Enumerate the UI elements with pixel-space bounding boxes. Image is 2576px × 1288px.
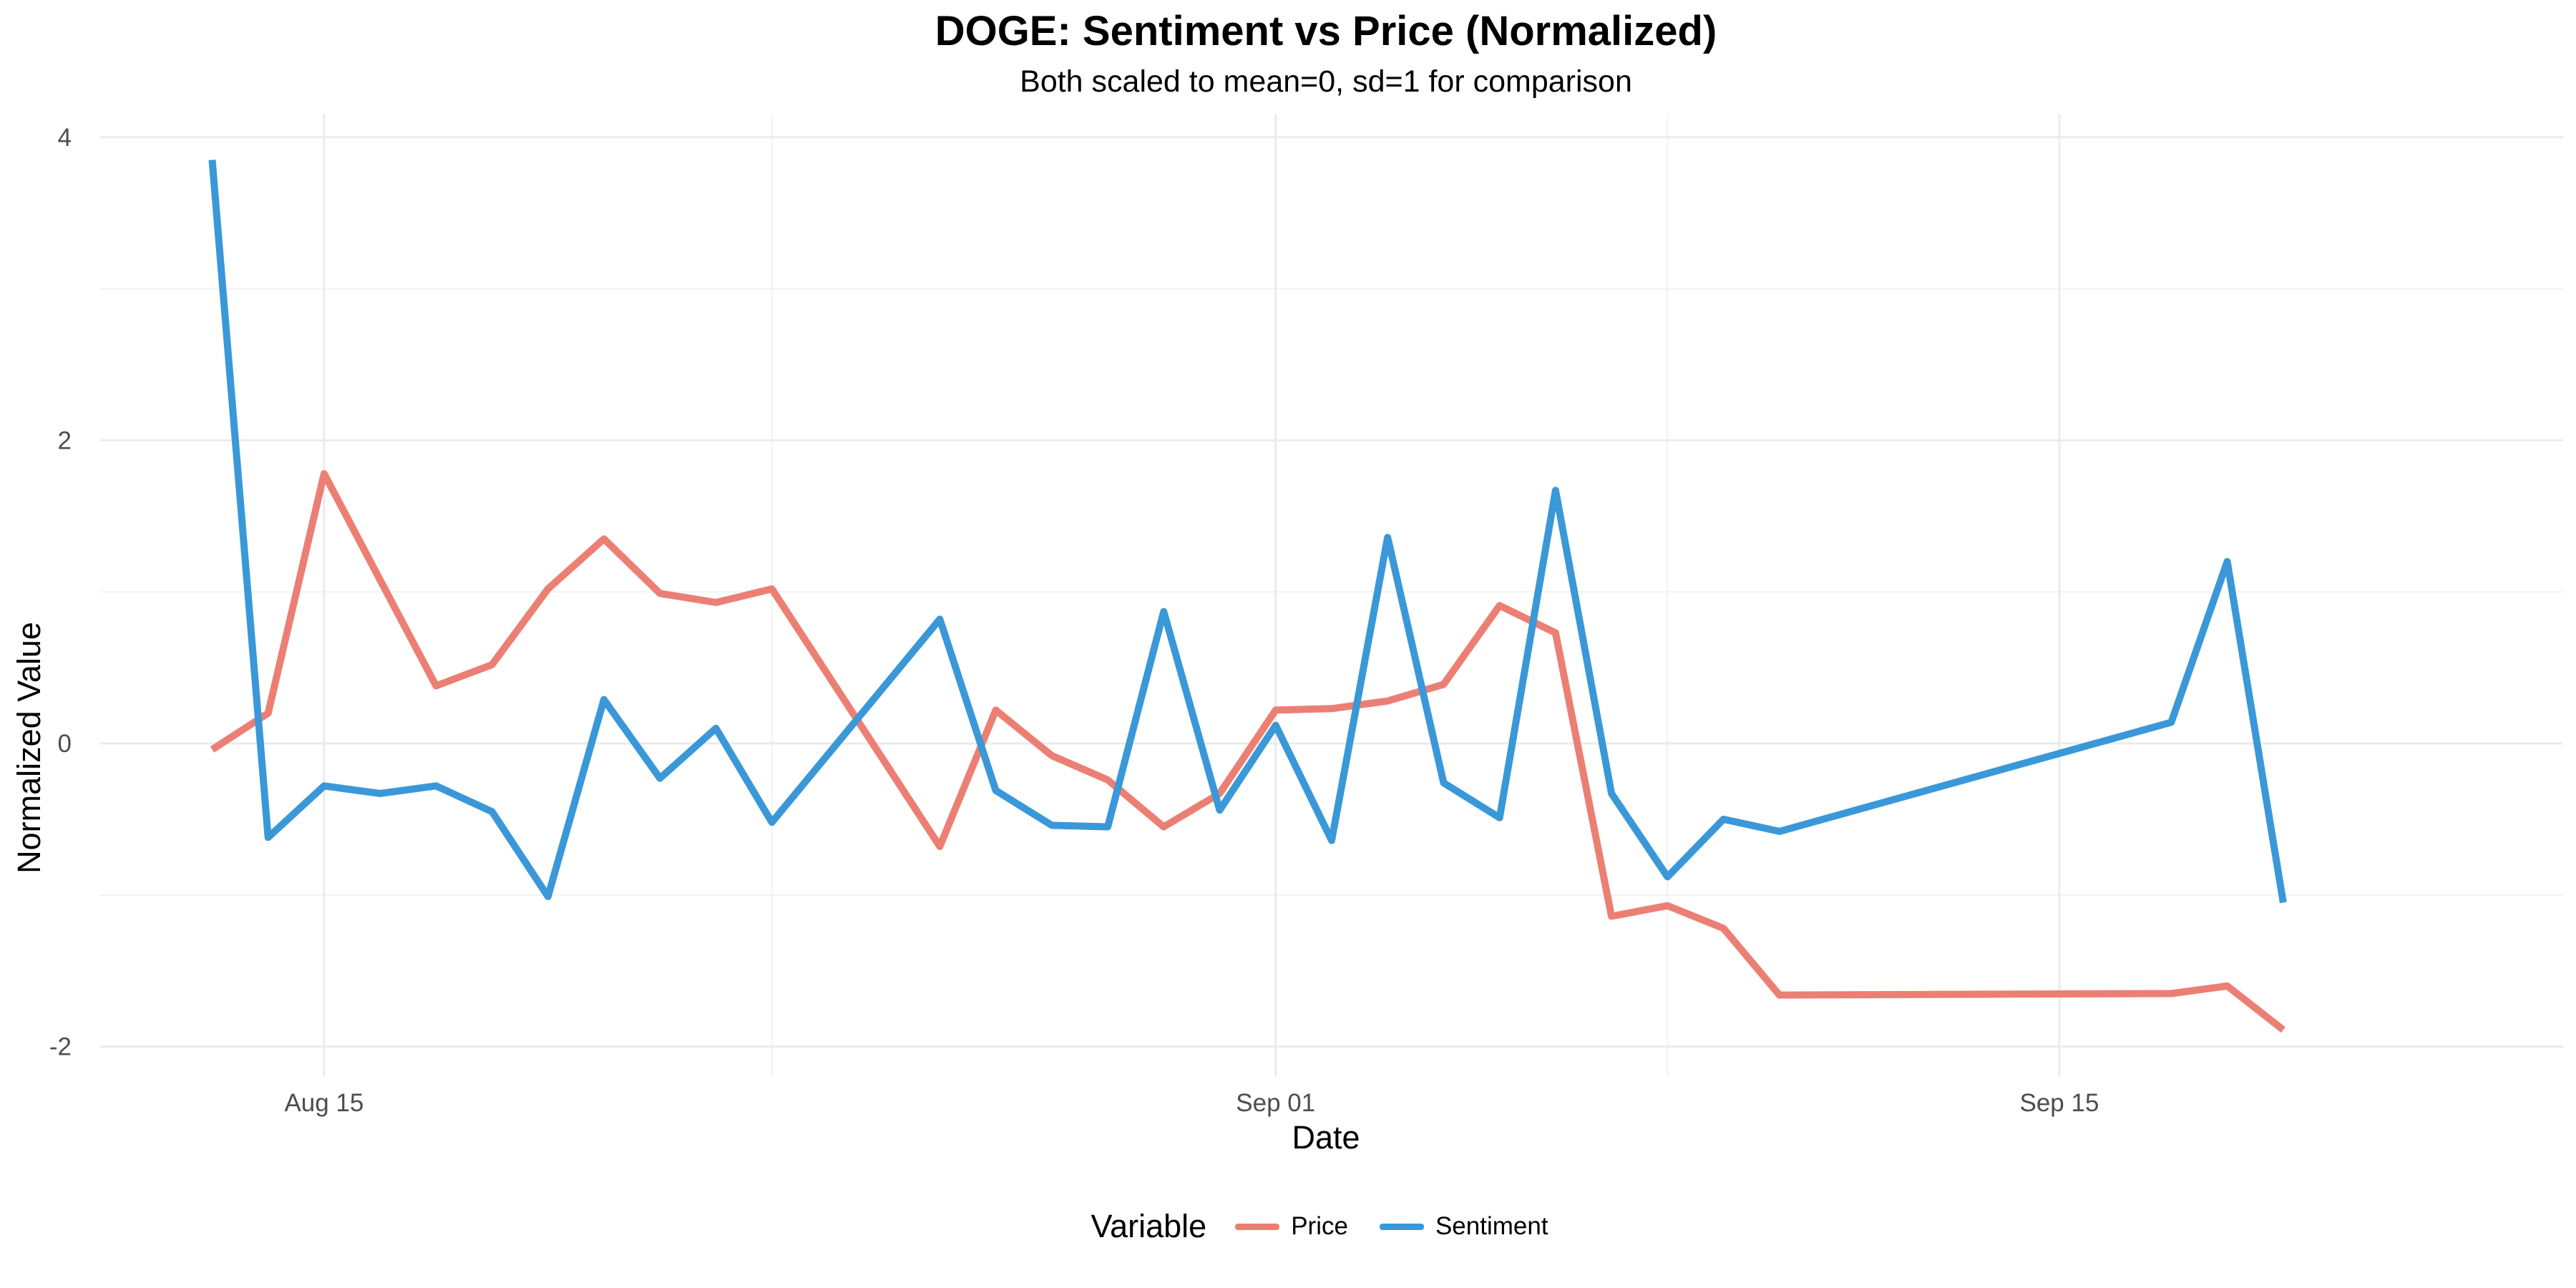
series-line-sentiment: [208, 160, 2287, 904]
minor-gridlines: [100, 114, 2563, 1077]
x-axis-title: Date: [1292, 1119, 1360, 1156]
legend-title: Variable: [1091, 1208, 1207, 1244]
chart-subtitle: Both scaled to mean=0, sd=1 for comparis…: [1020, 64, 1632, 99]
major-gridlines: [100, 114, 2563, 1077]
y-tick-label: 2: [58, 426, 72, 454]
legend: Variable Price Sentiment: [0, 1208, 2576, 1245]
y-axis-title: Normalized Value: [11, 622, 47, 874]
x-tick-label: Sep 01: [1236, 1089, 1315, 1117]
y-tick-label: 0: [58, 730, 72, 758]
y-tick-label: -2: [49, 1033, 72, 1061]
legend-label-price: Price: [1291, 1212, 1348, 1240]
chart-title: DOGE: Sentiment vs Price (Normalized): [935, 8, 1717, 54]
legend-item-price: Price: [1235, 1212, 1348, 1241]
x-tick-label: Aug 15: [284, 1089, 364, 1117]
y-tick-label: 4: [58, 124, 72, 152]
legend-item-sentiment: Sentiment: [1379, 1212, 1548, 1241]
y-axis-ticks: -2 0 2 4: [49, 124, 72, 1061]
legend-label-sentiment: Sentiment: [1435, 1212, 1548, 1240]
legend-swatch-price: [1235, 1223, 1280, 1230]
x-axis-ticks: Aug 15 Sep 01 Sep 15: [284, 1089, 2099, 1117]
x-tick-label: Sep 15: [2019, 1089, 2099, 1117]
series-line-price: [210, 470, 2285, 1033]
series-lines: [208, 160, 2287, 1033]
legend-swatch-sentiment: [1379, 1223, 1424, 1230]
